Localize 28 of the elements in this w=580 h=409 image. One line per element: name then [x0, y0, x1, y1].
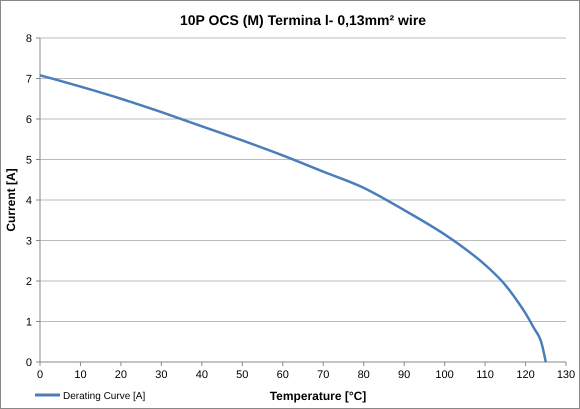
x-tick-label: 10 [74, 369, 87, 381]
y-tick-label: 3 [26, 236, 32, 248]
x-tick-label: 20 [114, 369, 128, 381]
x-tick-label: 130 [556, 369, 576, 381]
y-tick-label: 1 [26, 316, 32, 328]
x-tick-label: 70 [317, 369, 330, 381]
y-axis-title: Current [A] [4, 168, 18, 232]
y-tick-label: 0 [26, 357, 32, 369]
y-tick-label: 4 [26, 195, 32, 207]
y-tick-label: 8 [26, 33, 32, 45]
x-tick-label: 30 [155, 369, 168, 381]
x-tick-label: 110 [476, 369, 494, 381]
x-tick-label: 0 [36, 369, 44, 381]
y-tick-label: 7 [26, 74, 32, 86]
x-tick-label: 60 [276, 369, 289, 381]
x-axis-title: Temperature [°C] [270, 389, 366, 403]
x-tick-label: 100 [435, 369, 454, 381]
y-tick-label: 2 [26, 276, 32, 288]
chart-title: 10P OCS (M) Termina l- 0,13mm² wire [180, 12, 426, 28]
line-series [38, 74, 548, 364]
x-tick-label: 120 [516, 369, 535, 381]
x-tick-label: 40 [196, 369, 208, 381]
x-tick-label: 50 [236, 369, 248, 381]
y-tick-label: 6 [26, 114, 32, 126]
x-tick-label: 90 [398, 369, 410, 381]
y-tick-label: 5 [26, 154, 32, 166]
legend-label: Derating Curve [A] [63, 391, 146, 402]
x-tick-label: 80 [358, 369, 370, 381]
